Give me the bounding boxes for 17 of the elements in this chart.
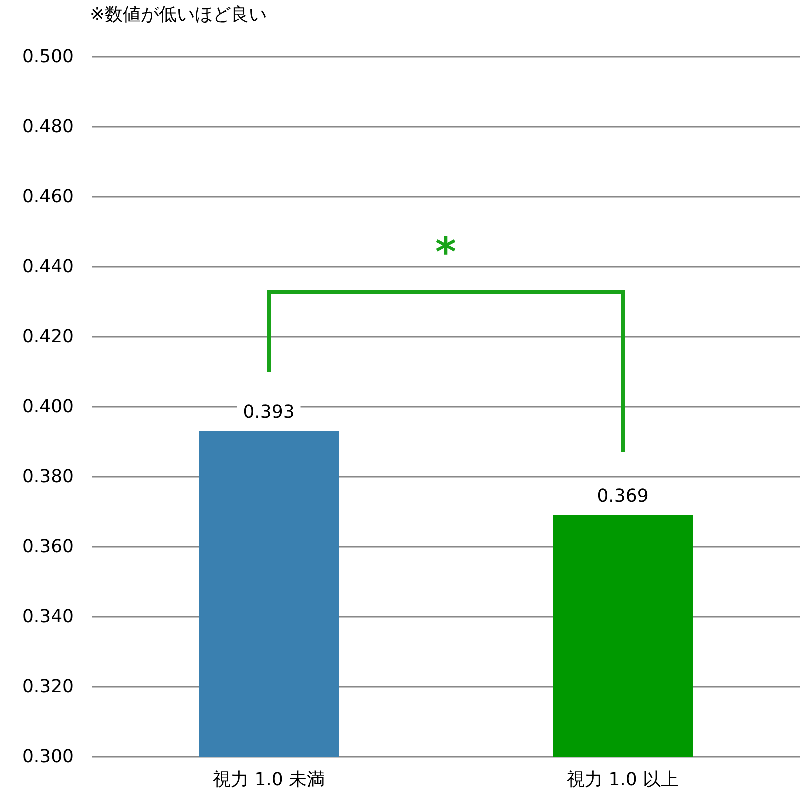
y-tick-label: 0.500	[22, 46, 74, 68]
x-tick-label: 視力 1.0 未満	[212, 770, 326, 790]
y-tick-label: 0.420	[22, 326, 74, 348]
annotation: *	[434, 230, 458, 276]
y-tick-label: 0.440	[22, 256, 74, 278]
y-tick-label: 0.380	[22, 466, 74, 488]
y-tick-label: 0.300	[22, 746, 74, 768]
data-label: 0.369	[597, 486, 649, 507]
y-tick-label: 0.460	[22, 186, 74, 208]
x-tick-label: 視力 1.0 以上	[566, 770, 680, 790]
data-label: 0.393	[243, 402, 295, 423]
y-tick-label: 0.320	[22, 676, 74, 698]
y-tick-label: 0.340	[22, 606, 74, 628]
y-tick-label: 0.480	[22, 116, 74, 138]
y-tick-label: 0.400	[22, 396, 74, 418]
text: ※数値が低いほど良い	[90, 4, 268, 26]
y-tick-label: 0.360	[22, 536, 74, 558]
